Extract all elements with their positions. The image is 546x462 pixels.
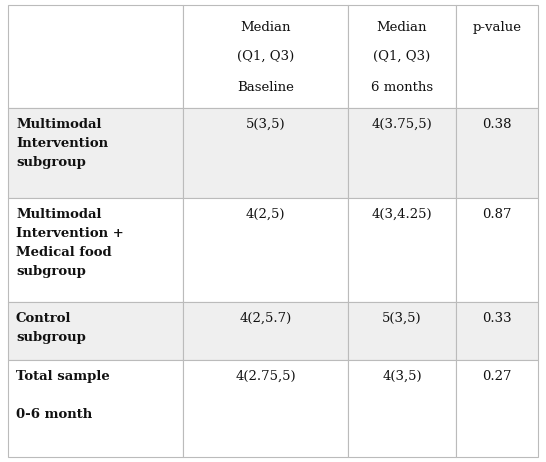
Bar (348, 108, 456, 198)
Bar (183, 108, 348, 198)
Bar (8, 198, 183, 302)
Bar (348, 360, 456, 457)
Bar (8, 5, 183, 108)
Bar (8, 302, 183, 360)
Text: (Q1, Q3): (Q1, Q3) (373, 50, 431, 63)
Text: Median: Median (377, 21, 428, 34)
Text: Multimodal
Intervention
subgroup: Multimodal Intervention subgroup (16, 118, 108, 169)
Bar (183, 5, 348, 108)
Text: Median: Median (240, 21, 291, 34)
Text: Multimodal
Intervention +
Medical food
subgroup: Multimodal Intervention + Medical food s… (16, 208, 124, 278)
Bar (183, 360, 348, 457)
Text: (Q1, Q3): (Q1, Q3) (237, 50, 294, 63)
Text: 5(3,5): 5(3,5) (382, 312, 422, 325)
Bar (348, 302, 456, 360)
Text: 5(3,5): 5(3,5) (246, 118, 286, 131)
Text: 0.38: 0.38 (482, 118, 512, 131)
Text: 4(3.75,5): 4(3.75,5) (372, 118, 432, 131)
Bar (348, 198, 456, 302)
Bar (456, 198, 538, 302)
Bar (348, 5, 456, 108)
Bar (8, 360, 183, 457)
Text: p-value: p-value (472, 21, 521, 34)
Bar (183, 302, 348, 360)
Bar (183, 198, 348, 302)
Text: Baseline: Baseline (237, 81, 294, 94)
Text: 0.33: 0.33 (482, 312, 512, 325)
Bar (456, 108, 538, 198)
Text: 4(3,4.25): 4(3,4.25) (372, 208, 432, 221)
Text: 4(2.75,5): 4(2.75,5) (235, 370, 296, 383)
Text: 4(2,5.7): 4(2,5.7) (239, 312, 292, 325)
Bar (456, 5, 538, 108)
Bar (456, 360, 538, 457)
Text: 0.87: 0.87 (482, 208, 512, 221)
Text: Total sample

0-6 month: Total sample 0-6 month (16, 370, 110, 421)
Text: Control
subgroup: Control subgroup (16, 312, 86, 344)
Bar (8, 108, 183, 198)
Text: 4(3,5): 4(3,5) (382, 370, 422, 383)
Bar (456, 302, 538, 360)
Text: 0.27: 0.27 (482, 370, 512, 383)
Text: 4(2,5): 4(2,5) (246, 208, 285, 221)
Text: 6 months: 6 months (371, 81, 433, 94)
